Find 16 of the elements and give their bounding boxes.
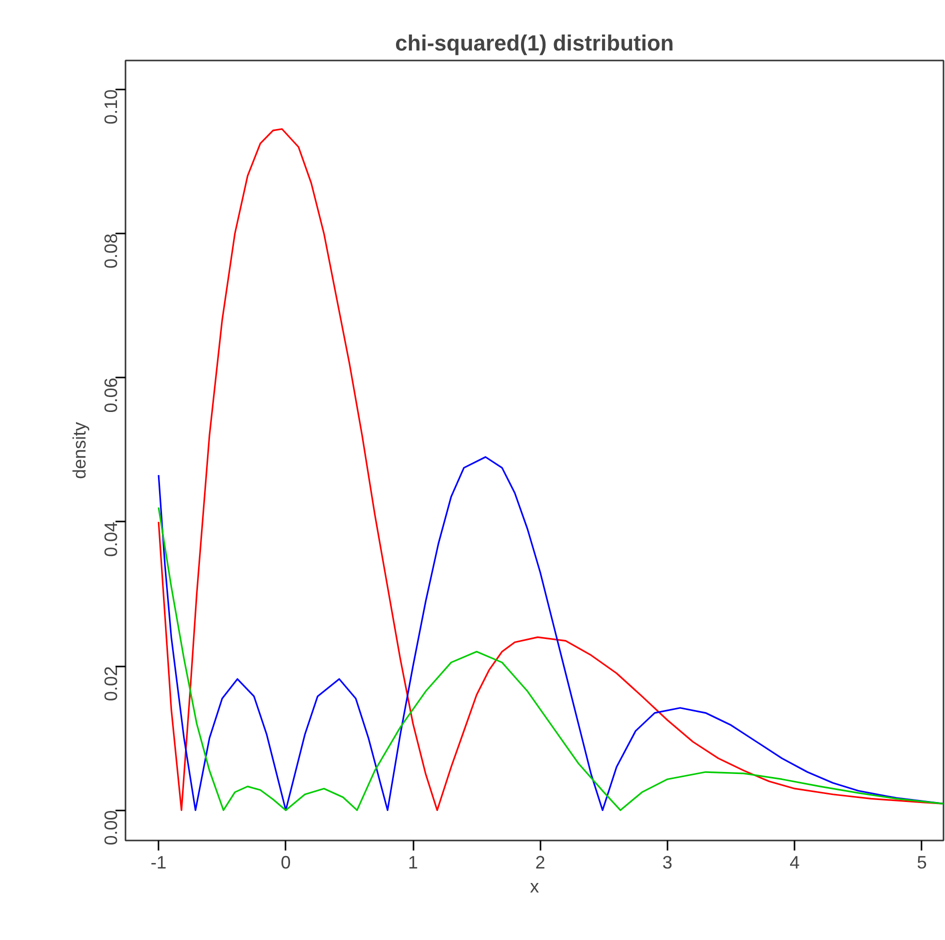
x-tick-label: -1 [150,852,167,872]
x-tick-label: 2 [535,852,546,872]
y-tick-label: 0.06 [101,378,121,413]
x-tick-label: 4 [790,852,800,872]
y-axis-title: density [70,422,90,480]
x-tick-label: 3 [662,852,672,872]
x-tick-label: 0 [280,852,291,872]
y-tick-label: 0.08 [101,234,121,269]
y-tick-label: 0.10 [101,89,121,124]
y-tick-label: 0.00 [101,810,121,846]
y-tick-label: 0.04 [101,522,121,557]
x-tick-label: 1 [408,852,418,872]
x-axis-title: x [530,876,539,896]
y-tick-label: 0.02 [101,666,121,702]
chart-title: chi-squared(1) distribution [395,30,674,56]
x-tick-label: 5 [916,852,927,872]
